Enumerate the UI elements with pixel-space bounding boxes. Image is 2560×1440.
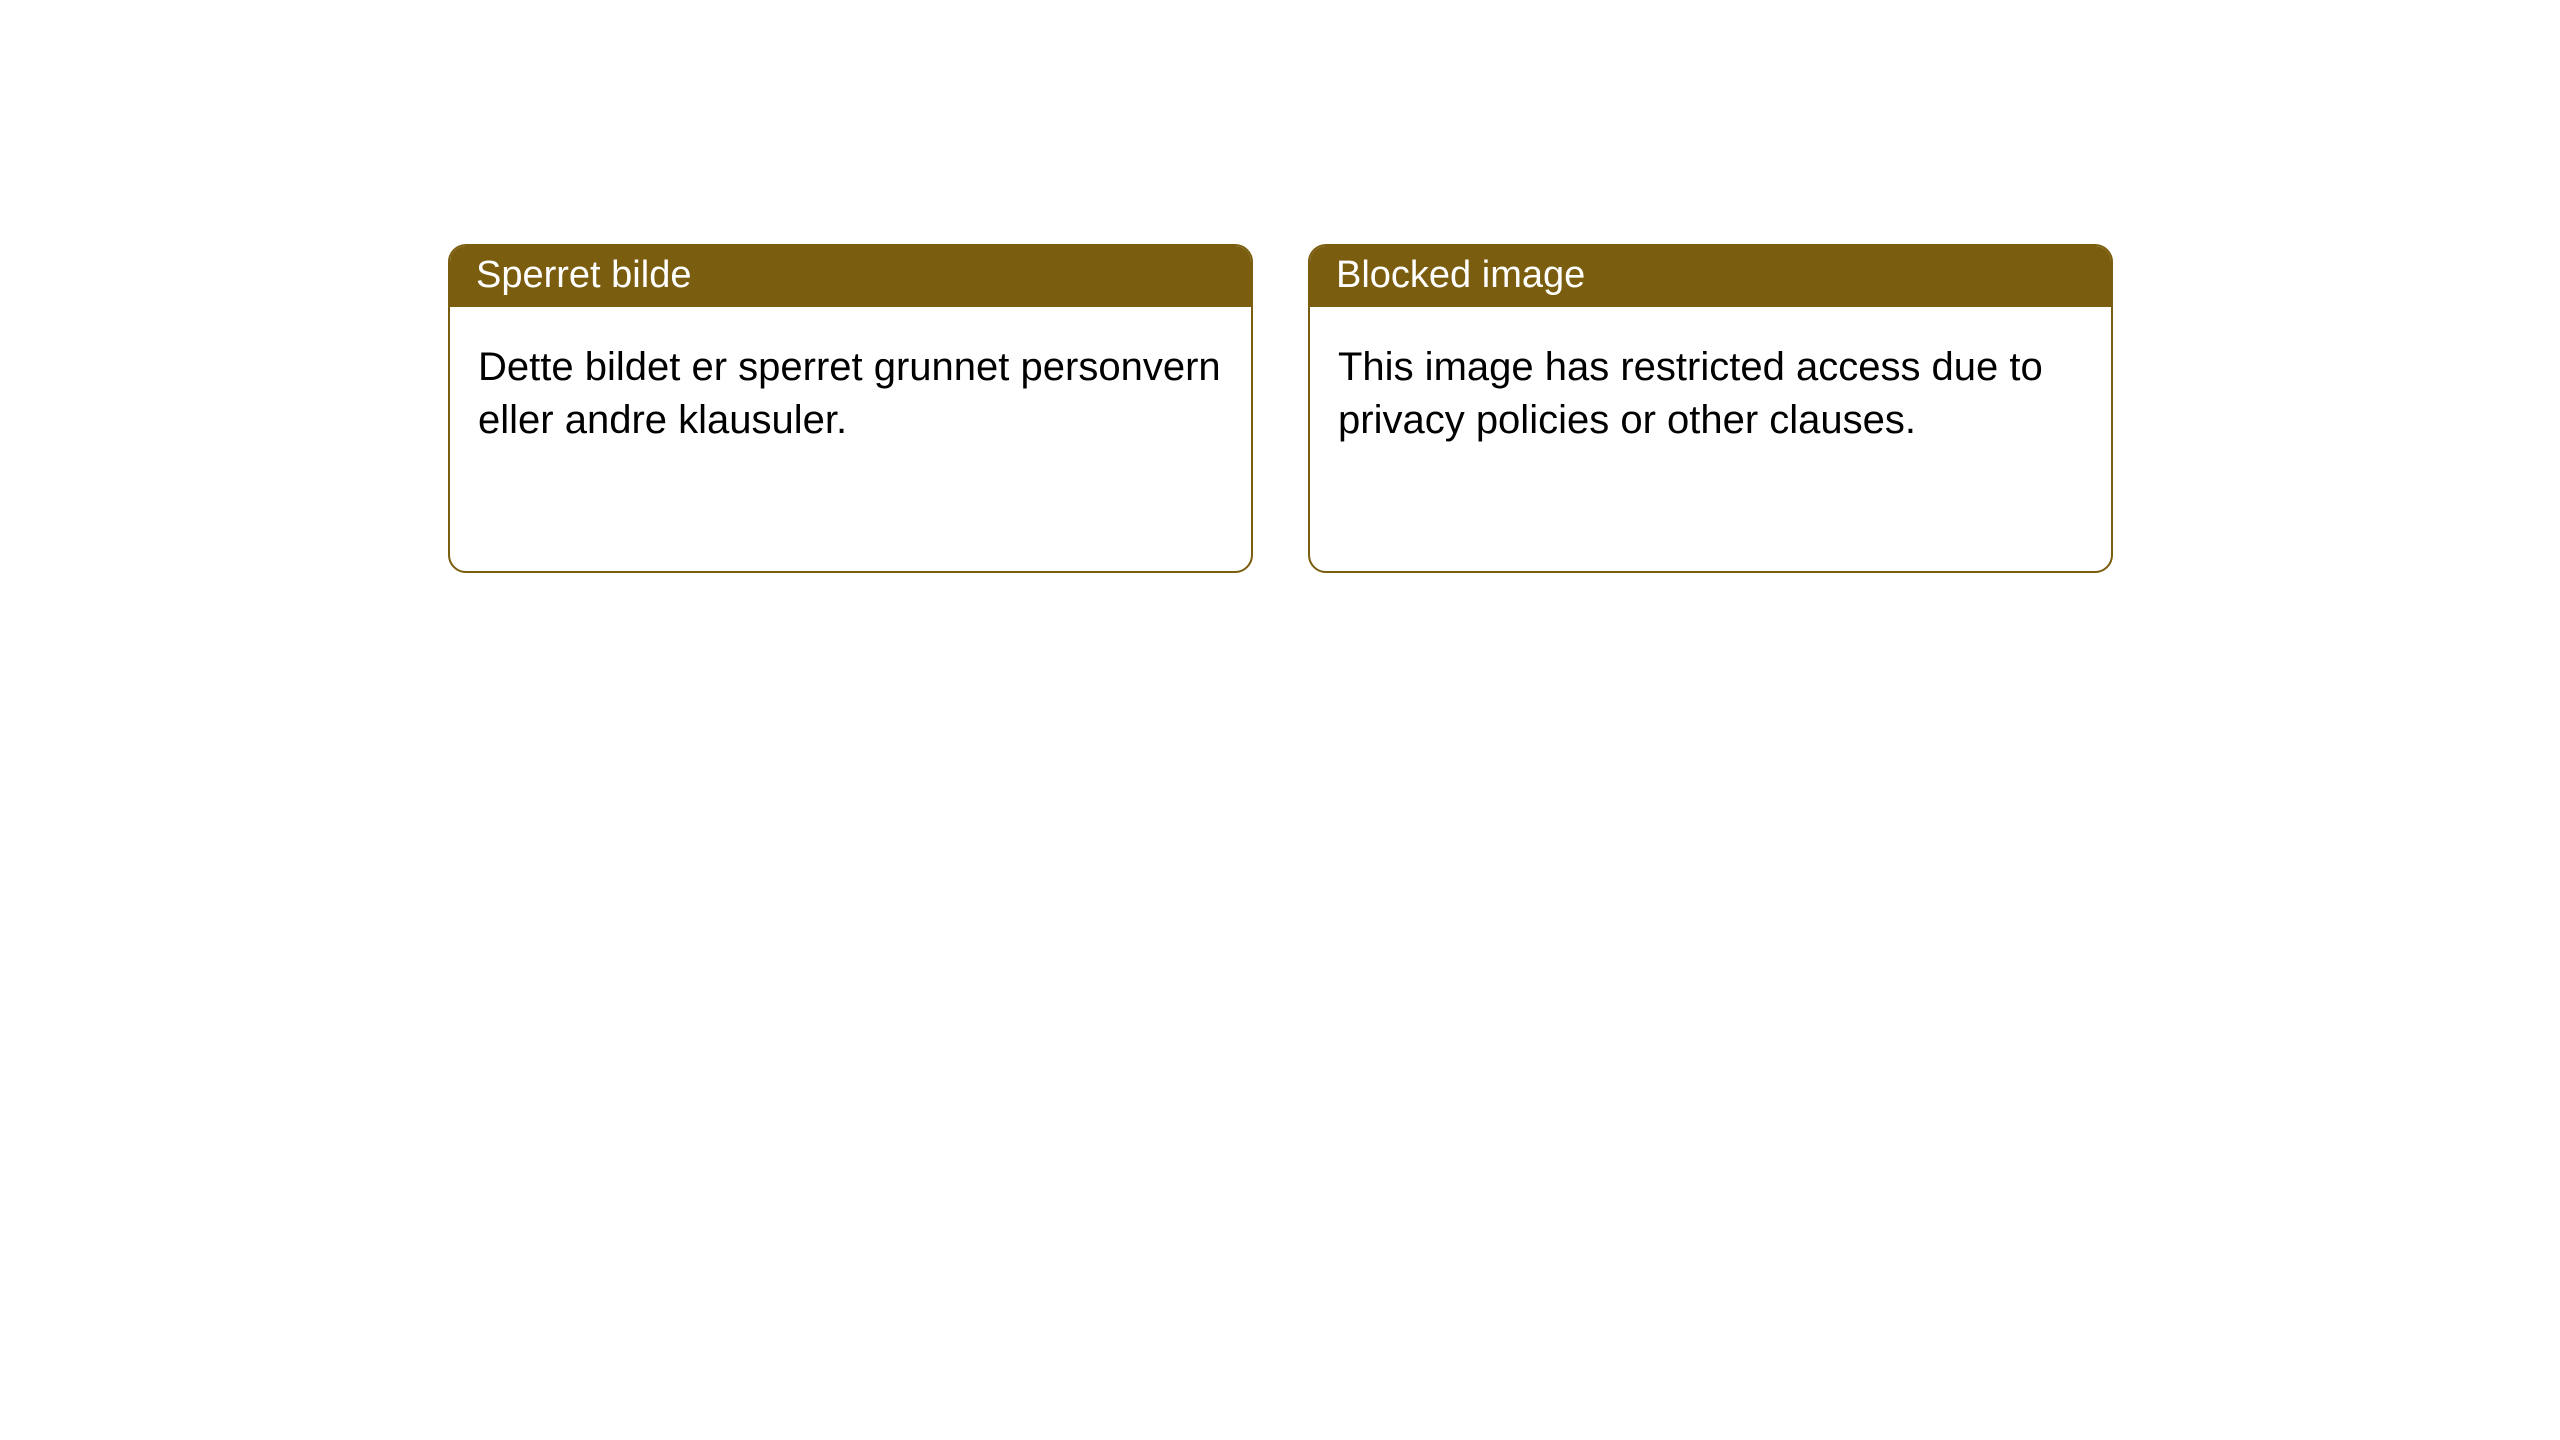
notice-container: Sperret bilde Dette bildet er sperret gr…	[0, 0, 2560, 573]
notice-header: Sperret bilde	[450, 246, 1251, 307]
notice-message: This image has restricted access due to …	[1338, 345, 2043, 442]
notice-body: Dette bildet er sperret grunnet personve…	[450, 307, 1251, 571]
notice-card-english: Blocked image This image has restricted …	[1308, 244, 2113, 573]
notice-body: This image has restricted access due to …	[1310, 307, 2111, 571]
notice-card-norwegian: Sperret bilde Dette bildet er sperret gr…	[448, 244, 1253, 573]
notice-title: Sperret bilde	[476, 254, 691, 296]
notice-message: Dette bildet er sperret grunnet personve…	[478, 345, 1221, 442]
notice-title: Blocked image	[1336, 254, 1585, 296]
notice-header: Blocked image	[1310, 246, 2111, 307]
